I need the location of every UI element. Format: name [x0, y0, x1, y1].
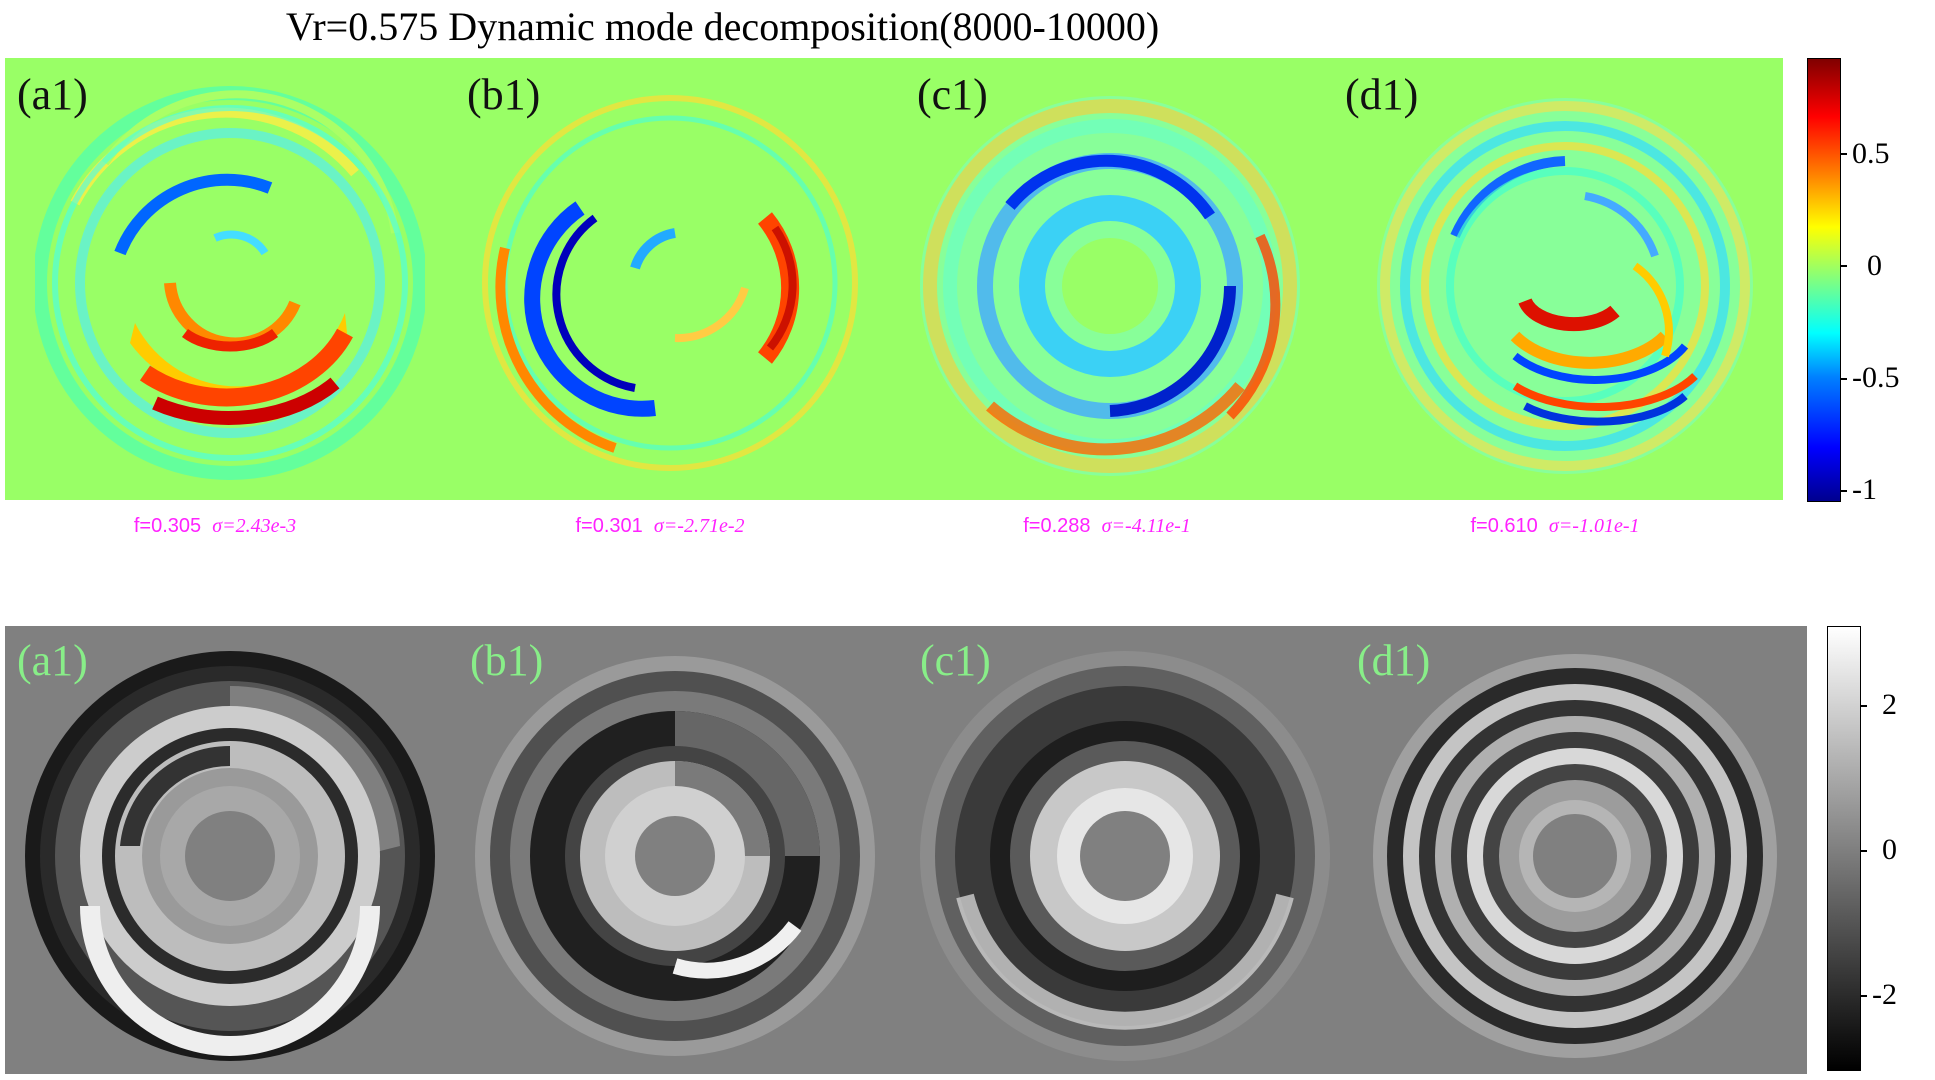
panel-label-d1-bottom: (d1) — [1357, 636, 1431, 685]
mode-map-b1-real — [482, 95, 858, 471]
colorbar-bottom-tickmark — [1860, 705, 1867, 707]
colorbar-top-tick-neg1: -1 — [1852, 473, 1877, 506]
panel-label-c1-top: (c1) — [917, 70, 988, 119]
bottom-row-panel-strip: (a1) (b1) (c1) — [5, 626, 1807, 1074]
colorbar-jet — [1807, 58, 1841, 502]
caption-c1: f=0.288 σ=-4.11e-1 — [942, 514, 1272, 538]
colorbar-bottom-tick-neg2: -2 — [1872, 978, 1897, 1011]
panel-label-b1-bottom: (b1) — [470, 636, 544, 685]
caption-b1: f=0.301 σ=-2.71e-2 — [495, 514, 825, 538]
colorbar-top-tick-neg0.5: -0.5 — [1852, 361, 1900, 394]
mode-map-d1-phase — [1373, 654, 1777, 1058]
panel-label-d1-top: (d1) — [1345, 70, 1419, 119]
mode-map-c1-phase — [920, 651, 1330, 1061]
mode-map-b1-phase — [475, 656, 875, 1056]
mode-map-a1-real — [35, 86, 425, 480]
colorbar-gray — [1827, 626, 1861, 1071]
caption-d1: f=0.610 σ=-1.01e-1 — [1390, 514, 1720, 538]
panel-label-a1-bottom: (a1) — [17, 636, 88, 685]
panel-label-b1-top: (b1) — [467, 70, 541, 119]
top-row-panel-strip: (a1) (b1) (c1) — [5, 58, 1783, 500]
colorbar-top-tickmark — [1840, 490, 1847, 492]
colorbar-bottom-tickmark — [1860, 995, 1867, 997]
freq-b1: f=0.301 — [575, 515, 643, 537]
figure-title: Vr=0.575 Dynamic mode decomposition(8000… — [285, 4, 1160, 49]
mode-map-a1-phase — [25, 651, 435, 1061]
freq-d1: f=0.610 — [1470, 515, 1538, 537]
colorbar-top-tick-0: 0 — [1867, 249, 1882, 282]
sigma-a1: σ=2.43e-3 — [212, 515, 297, 537]
colorbar-bottom-tickmark — [1860, 850, 1867, 852]
sigma-d1: σ=-1.01e-1 — [1548, 515, 1640, 537]
panel-label-a1-top: (a1) — [17, 70, 88, 119]
sigma-c1: σ=-4.11e-1 — [1101, 515, 1191, 537]
freq-a1: f=0.305 — [133, 515, 202, 537]
mode-map-c1-real — [920, 96, 1300, 476]
colorbar-top-tickmark — [1840, 153, 1847, 155]
mode-map-d1-real — [1377, 98, 1753, 474]
colorbar-top-tick-0.5: 0.5 — [1852, 137, 1890, 170]
colorbar-bottom-tick-0: 0 — [1882, 833, 1897, 866]
freq-c1: f=0.288 — [1023, 515, 1091, 537]
sigma-b1: σ=-2.71e-2 — [653, 515, 745, 537]
colorbar-top-tickmark — [1840, 265, 1847, 267]
caption-a1: f=0.305 σ=2.43e-3 — [50, 514, 380, 538]
colorbar-top-tickmark — [1840, 378, 1847, 380]
colorbar-bottom-tick-2: 2 — [1882, 688, 1897, 721]
panel-label-c1-bottom: (c1) — [920, 636, 991, 685]
